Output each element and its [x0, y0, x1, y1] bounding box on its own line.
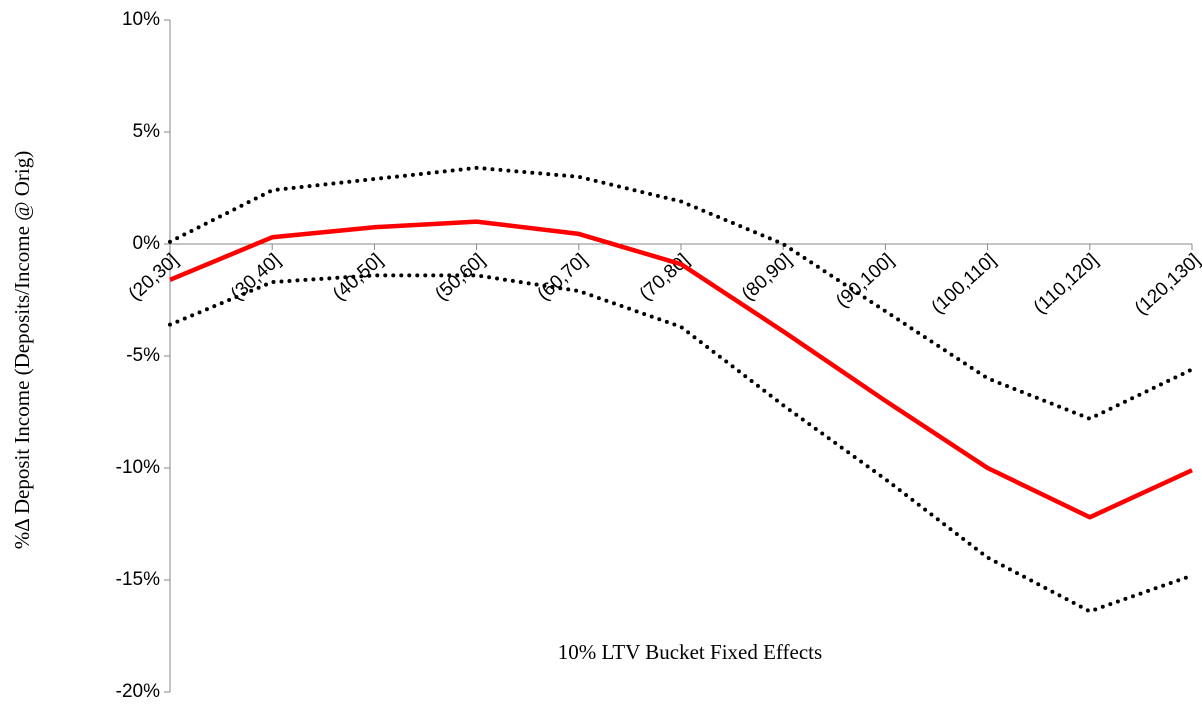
x-tick-label: (90,100] [832, 250, 898, 312]
x-axis-label: 10% LTV Bucket Fixed Effects [558, 640, 822, 664]
y-tick-label: -5% [126, 345, 160, 366]
x-tick-label: (120,130] [1131, 250, 1202, 319]
y-tick-label: 5% [133, 121, 161, 142]
series-line [168, 165, 1194, 421]
y-tick-label: -20% [116, 681, 160, 702]
x-tick-label: (110,120] [1030, 250, 1103, 318]
series-line [168, 273, 1194, 614]
y-tick-label: -15% [116, 569, 160, 590]
series-line [169, 219, 1193, 520]
x-tick-label: (100,110] [928, 250, 1001, 318]
y-tick-label: 0% [133, 233, 161, 254]
x-tick-label: (80,90] [738, 250, 796, 305]
y-tick-label: 10% [122, 9, 160, 30]
y-tick-label: -10% [116, 457, 160, 478]
x-tick-label: (60,70] [533, 250, 591, 305]
y-axis-label: %Δ Deposit Income (Deposits/Income @ Ori… [10, 151, 34, 550]
